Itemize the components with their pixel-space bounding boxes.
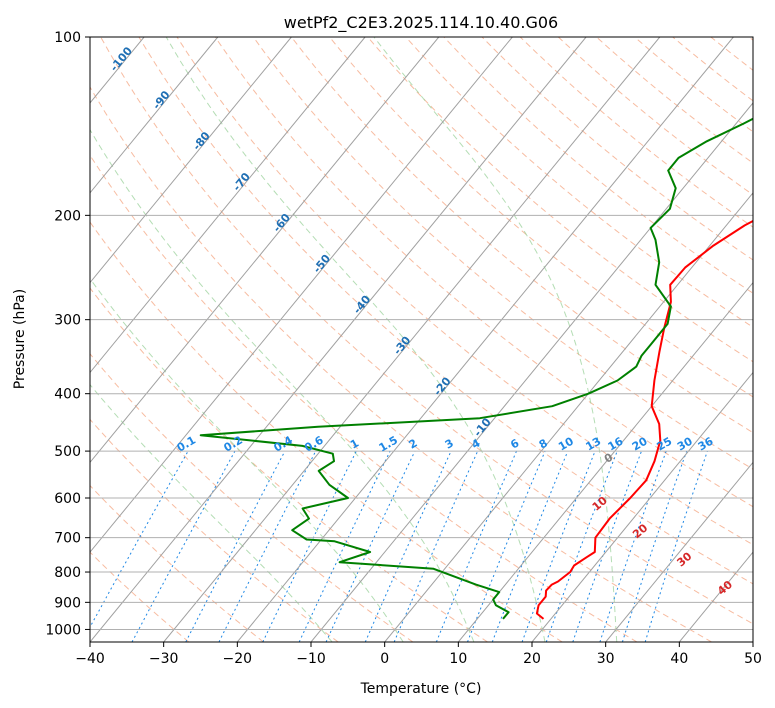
background-lines xyxy=(0,37,753,642)
x-tick-label: 50 xyxy=(744,651,762,667)
y-tick-label: 300 xyxy=(54,313,81,329)
x-tick-label: −10 xyxy=(296,651,326,667)
mixing-ratio-line xyxy=(185,450,286,642)
dry-adiabat-line xyxy=(90,221,563,642)
dry-adiabat-line xyxy=(90,484,264,642)
isotherm-line xyxy=(163,37,661,642)
dewpoint-profile-line xyxy=(199,117,753,620)
mixing-ratio-line xyxy=(599,450,667,642)
dry-adiabat-line xyxy=(557,37,753,196)
dry-adiabat-line xyxy=(100,37,753,625)
x-tick-label: 40 xyxy=(670,651,688,667)
dry-adiabat-line xyxy=(138,37,753,585)
plot-background xyxy=(90,37,753,642)
isotherm-line xyxy=(531,371,753,642)
isotherm-line xyxy=(310,102,753,642)
dry-adiabat-line xyxy=(329,37,753,398)
mixing-ratio-line xyxy=(491,450,569,642)
moist-adiabat-line xyxy=(165,37,546,642)
isotherm-line xyxy=(90,37,513,553)
y-tick-label: 800 xyxy=(54,565,81,581)
x-tick-label: −30 xyxy=(149,651,179,667)
dry-adiabat-line xyxy=(176,37,753,546)
moist-adiabat-line xyxy=(90,383,333,642)
isotherm-line xyxy=(90,37,292,284)
y-tick-label: 1000 xyxy=(45,622,81,638)
y-tick-label: 700 xyxy=(54,531,81,547)
moist-adiabat-line xyxy=(90,128,475,642)
mixing-ratio-line xyxy=(644,450,708,642)
dry-adiabat-line xyxy=(519,37,753,228)
temperature-profile-line xyxy=(535,219,753,620)
mixing-ratio-line xyxy=(545,450,618,642)
dry-adiabat-line xyxy=(90,86,712,642)
isotherm-line xyxy=(384,192,753,642)
dry-adiabat-line xyxy=(90,154,638,642)
mixing-ratio-line xyxy=(572,450,642,642)
y-axis-ticks: 100 200 300 400 500 600 700 800 900 1000 xyxy=(45,30,90,638)
plot-frame xyxy=(89,36,754,643)
y-tick-label: 600 xyxy=(54,491,81,507)
y-tick-label: 500 xyxy=(54,444,81,460)
x-tick-label: 10 xyxy=(449,651,467,667)
mixing-ratio-line xyxy=(621,450,688,642)
mixing-ratio-line xyxy=(131,450,236,642)
dry-adiabat-line xyxy=(367,37,753,363)
mixing-ratio-line xyxy=(467,450,546,642)
y-tick-label: 900 xyxy=(54,595,81,611)
mixing-ratio-line xyxy=(90,450,189,629)
y-tick-label: 400 xyxy=(54,387,81,403)
x-tick-label: 0 xyxy=(380,651,389,667)
y-tick-label: 100 xyxy=(54,30,81,46)
mixing-ratio-line xyxy=(262,450,357,642)
x-tick-label: 20 xyxy=(523,651,541,667)
mixing-ratio-line xyxy=(298,450,391,642)
dry-adiabat-line xyxy=(252,37,753,470)
mixing-ratio-line xyxy=(521,450,596,642)
moist-adiabat-line xyxy=(90,277,404,642)
x-axis-ticks: −40 −30 −20 −10 0 10 20 30 40 50 xyxy=(75,642,762,667)
mixing-ratio-line xyxy=(218,450,317,642)
moist-adiabat-line xyxy=(373,37,618,642)
y-tick-label: 200 xyxy=(54,208,81,224)
chart-title: wetPf2_C2E3.2025.114.10.40.G06 xyxy=(284,13,558,33)
isotherm-line xyxy=(90,37,587,642)
dry-adiabat-line xyxy=(90,418,339,642)
isotherm-line xyxy=(90,37,366,374)
dry-adiabat-line xyxy=(481,37,753,261)
dry-adiabat-line xyxy=(214,37,753,508)
x-axis-label: Temperature (°C) xyxy=(360,681,482,697)
isotherm-line xyxy=(0,37,70,642)
isotherm-line xyxy=(457,281,753,642)
x-tick-label: 30 xyxy=(597,651,615,667)
x-tick-label: −20 xyxy=(223,651,253,667)
data-lines xyxy=(199,117,753,620)
isotherm-line xyxy=(752,641,753,642)
isotherm-line xyxy=(90,37,440,464)
isotherm-line xyxy=(605,461,753,642)
isotherm-line xyxy=(90,37,219,194)
x-tick-label: −40 xyxy=(75,651,105,667)
mixing-ratio-line xyxy=(325,450,416,642)
y-axis-label: Pressure (hPa) xyxy=(12,289,28,389)
